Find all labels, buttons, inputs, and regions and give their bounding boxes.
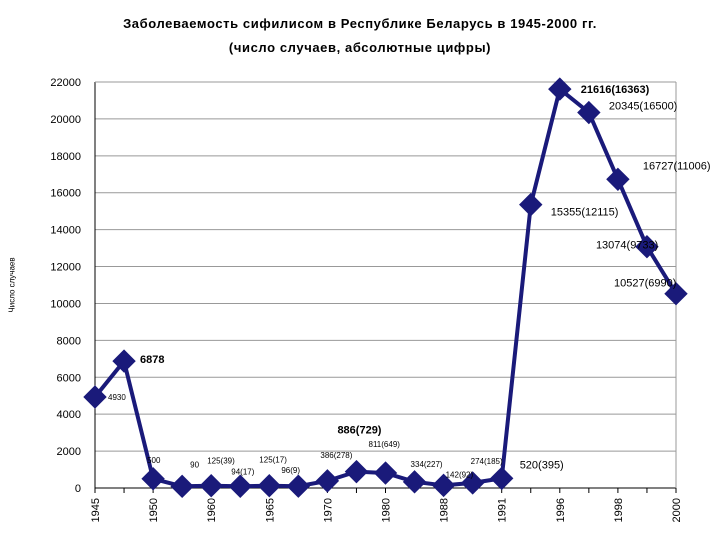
data-point-marker [112,349,136,373]
data-point-marker [402,470,427,494]
x-tick-label: 1996 [555,498,567,522]
x-tick-label: 1970 [322,498,334,522]
x-tick-label: 1945 [90,498,102,522]
data-label: 500 [147,456,161,465]
y-tick-label: 18000 [50,151,81,163]
data-label: 13074(9733) [596,240,658,252]
x-tick-label: 1998 [613,498,625,522]
data-point-marker [315,469,340,493]
data-point-marker [548,77,572,101]
data-label: 10527(6990) [614,278,676,290]
data-point-marker [257,473,282,498]
data-label: 886(729) [337,425,381,437]
data-label: 94(17) [231,467,254,476]
data-point-marker [344,459,369,484]
y-tick-label: 12000 [50,262,81,274]
data-point-marker [170,474,194,499]
data-point-marker [489,466,514,491]
data-point-marker [83,385,107,409]
chart-subtitle: (число случаев, абсолютные цифры) [228,40,492,55]
x-tick-label: 2000 [671,498,683,522]
data-label: 520(395) [520,459,564,471]
data-point-marker [664,282,688,306]
data-point-marker [141,467,165,491]
y-tick-label: 6000 [57,372,81,384]
series-line [93,87,678,489]
data-label: 90 [190,460,199,469]
data-label: 386(278) [320,451,352,460]
data-point-marker [431,473,456,498]
data-label: 15355(12115) [551,207,619,219]
data-point-marker [228,474,252,498]
x-tick-label: 1991 [497,498,509,522]
data-label: 334(227) [411,460,443,469]
y-tick-label: 20000 [50,114,81,126]
data-label: 125(17) [259,456,287,465]
data-point-marker [577,100,601,125]
y-tick-label: 16000 [50,188,81,200]
x-tick-label: 1965 [264,498,276,522]
data-point-marker [460,471,485,495]
data-label: 142(92) [446,470,474,479]
y-tick-label: 22000 [50,77,81,89]
data-label: 16727(11006) [643,160,711,172]
data-point-marker [199,473,223,498]
y-tick-label: 4000 [57,409,81,421]
x-tick-label: 1960 [206,498,218,522]
data-label: 4930 [108,393,126,402]
data-point-marker [286,474,311,498]
y-tick-label: 0 [75,483,81,495]
data-label: 20345(16500) [609,101,678,113]
chart-title: Заболеваемость сифилисом в Республике Бе… [123,16,597,31]
data-label: 811(649) [369,440,401,449]
data-point-marker [373,461,398,485]
x-tick-label: 1950 [148,498,160,522]
data-point-marker [519,192,543,217]
data-label: 21616(16363) [581,84,650,96]
data-label: 125(39) [207,457,235,466]
y-tick-label: 14000 [50,225,81,237]
data-label: 274(185) [471,457,503,466]
x-tick-label: 1988 [439,498,451,522]
data-point-marker [635,235,659,259]
data-label: 6878 [140,354,164,366]
x-tick-label: 1980 [381,498,393,522]
data-point-marker [606,167,630,192]
y-tick-label: 10000 [50,298,81,310]
data-label: 96(9) [281,466,300,475]
y-tick-label: 2000 [57,446,81,458]
y-tick-label: 8000 [57,335,81,347]
